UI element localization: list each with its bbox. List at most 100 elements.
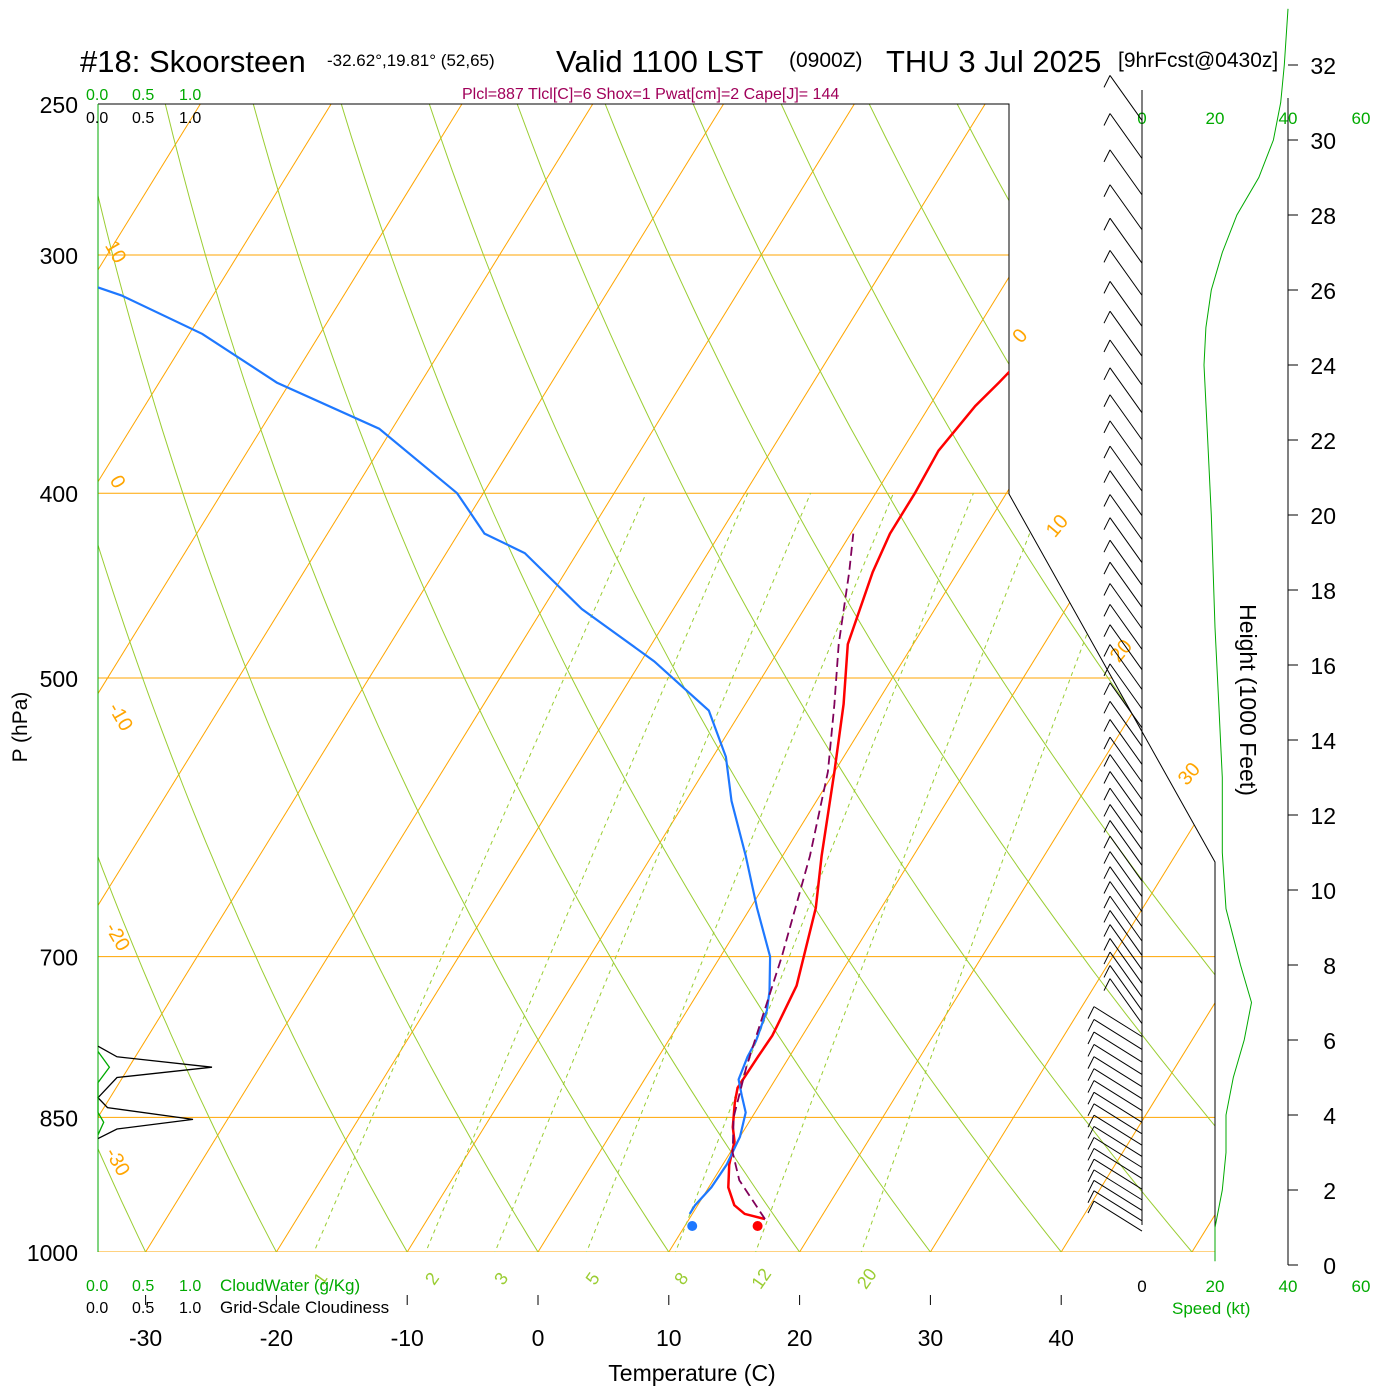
isotherm-line <box>1060 104 1215 1252</box>
dewpoint-surface-marker <box>687 1221 698 1231</box>
dry-adiabat-label: 10 <box>1042 511 1073 542</box>
wind-barb <box>1109 644 1143 690</box>
wind-barb <box>1109 754 1143 800</box>
isotherm-line <box>145 104 855 1252</box>
wind-barb-flag <box>1087 1092 1095 1105</box>
sounding-indices: Plcl=887 Tlcl[C]=6 Shox=1 Pwat[cm]=2 Cap… <box>462 86 839 103</box>
isotherm-line <box>98 104 594 1252</box>
temperature-tick-label: -10 <box>391 1325 424 1351</box>
wind-barb-flag <box>1103 561 1111 575</box>
mixing-ratio-line <box>570 493 894 1252</box>
speed-axis-title: Speed (kt) <box>1172 1299 1250 1318</box>
isotherm-line <box>668 104 1215 1252</box>
wind-barb <box>1109 470 1143 516</box>
wind-barb <box>1093 1044 1143 1075</box>
dry-adiabat-line <box>98 104 564 1252</box>
cloudiness-profile-line <box>97 1045 213 1140</box>
wind-barb-flag <box>1103 924 1111 937</box>
pressure-tick-label: 1000 <box>27 1240 78 1266</box>
temperature-tick-label: -30 <box>129 1325 162 1351</box>
wind-barb <box>1093 1169 1143 1201</box>
height-tick-label: 28 <box>1310 203 1336 229</box>
temperature-tick-label: 40 <box>1048 1325 1074 1351</box>
wind-barb <box>1093 1068 1143 1100</box>
pressure-tick-label: 300 <box>40 243 78 269</box>
height-tick-label: 6 <box>1323 1028 1336 1054</box>
wind-barb-flag <box>1103 445 1111 459</box>
cloudiness-scale-label: 0.0 <box>86 110 108 127</box>
dewpoint-profile-line <box>98 125 772 1215</box>
dry-adiabat-line <box>98 104 432 1252</box>
speed-tick-label: 20 <box>1206 1277 1225 1296</box>
wind-barb-flag <box>1103 583 1111 596</box>
wind-barb <box>1109 736 1143 783</box>
height-tick-label: 32 <box>1310 53 1336 79</box>
dry-adiabat-label: 30 <box>1174 759 1205 790</box>
height-tick-label: 20 <box>1310 503 1336 529</box>
cloudiness-scale-label: 1.0 <box>179 110 201 127</box>
cloudwater-scale-label: 1.0 <box>179 87 201 104</box>
wind-barb <box>1109 895 1143 942</box>
wind-barb-flag <box>1103 644 1111 657</box>
wind-barb-flag <box>1103 978 1111 991</box>
mixing-ratio-label: 3 <box>490 1269 512 1289</box>
height-tick-label: 8 <box>1323 953 1336 979</box>
dry-adiabat-line <box>678 104 1215 1252</box>
wind-barb-flag <box>1103 281 1111 294</box>
wind-barb-flag <box>1087 1126 1095 1139</box>
dry-adiabat-label: 0 <box>105 472 130 493</box>
wind-barb <box>1109 281 1143 327</box>
wind-barb-flag <box>1087 1103 1095 1117</box>
dry-adiabat-label: -30 <box>100 1144 134 1180</box>
wind-barb <box>1109 701 1143 747</box>
speed-tick-label: 0 <box>1137 1277 1146 1296</box>
wind-barb-flag <box>1103 339 1111 353</box>
speed-tick-label: 60 <box>1352 109 1371 128</box>
wind-barb-flag <box>1087 1056 1095 1069</box>
wind-barb-flag <box>1087 1180 1095 1193</box>
wind-barb-flag <box>1087 1080 1095 1093</box>
wind-barb-flag <box>1103 470 1111 483</box>
cloudwater-scale-label: 0.0 <box>86 1278 108 1295</box>
cloudiness-scale-label: 0.5 <box>132 110 154 127</box>
dry-adiabat-line <box>98 104 299 1252</box>
station-title: #18: Skoorsteen <box>80 44 306 79</box>
zulu-time: (0900Z) <box>789 49 863 72</box>
wind-barb-flag <box>1103 866 1111 879</box>
speed-tick-label: 60 <box>1352 1277 1371 1296</box>
height-tick-label: 10 <box>1310 878 1336 904</box>
height-tick-label: 18 <box>1310 578 1336 604</box>
wind-barb <box>1109 787 1143 834</box>
plot-border <box>98 103 1216 1252</box>
temperature-tick-label: -20 <box>260 1325 293 1351</box>
wind-barb <box>1109 494 1143 540</box>
dry-adiabat-line <box>504 104 1215 1252</box>
wind-barb <box>1093 1019 1143 1050</box>
isotherm-line <box>98 104 332 1252</box>
temperature-tick-label: 10 <box>656 1325 682 1351</box>
wind-barb-flag <box>1103 771 1111 784</box>
wind-barb-flag <box>1087 1044 1095 1057</box>
cloudwater-profile-line <box>97 1051 111 1136</box>
wind-barb-flag <box>1103 113 1111 126</box>
wind-barb-flag <box>1087 1019 1095 1032</box>
cloudwater-scale-label: 1.0 <box>179 1278 201 1295</box>
dry-adiabat-line <box>1375 70 1400 1292</box>
wind-barb-flag <box>1103 951 1111 965</box>
dry-adiabat-line <box>98 104 166 1252</box>
wind-barb <box>1109 951 1143 998</box>
wind-barb <box>1109 866 1143 912</box>
cloudwater-scale-label: 0.0 <box>86 87 108 104</box>
isotherm-line <box>406 104 1117 1252</box>
wind-barb-flag <box>1087 1068 1095 1081</box>
wind-barb-flag <box>1103 754 1111 767</box>
wind-barb <box>1109 965 1143 1011</box>
temperature-tick-label: 0 <box>532 1325 545 1351</box>
wind-barb-flag <box>1103 539 1111 553</box>
cloudiness-scale-label: 1.0 <box>179 1300 201 1317</box>
mixing-ratio-line <box>478 493 812 1252</box>
parcel-profile-line <box>731 533 855 1220</box>
wind-barb-flag <box>1103 787 1111 801</box>
dry-adiabat-label: 10 <box>100 237 130 267</box>
